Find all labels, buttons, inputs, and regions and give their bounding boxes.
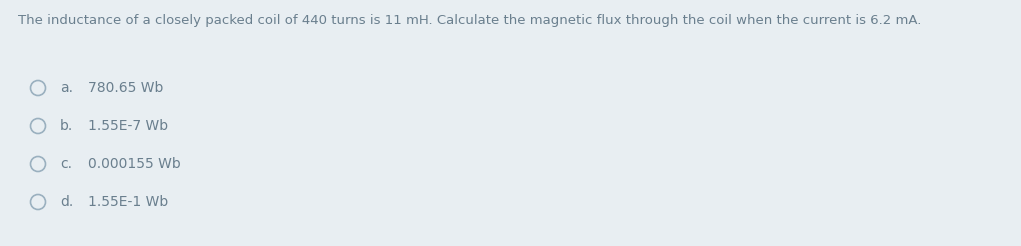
Text: 780.65 Wb: 780.65 Wb xyxy=(88,81,163,95)
Text: b.: b. xyxy=(60,119,74,133)
Text: c.: c. xyxy=(60,157,72,171)
Text: 1.55E-7 Wb: 1.55E-7 Wb xyxy=(88,119,168,133)
Text: The inductance of a closely packed coil of 440 turns is 11 mH. Calculate the mag: The inductance of a closely packed coil … xyxy=(18,14,921,27)
Text: 1.55E-1 Wb: 1.55E-1 Wb xyxy=(88,195,168,209)
Text: a.: a. xyxy=(60,81,72,95)
Text: d.: d. xyxy=(60,195,74,209)
Text: 0.000155 Wb: 0.000155 Wb xyxy=(88,157,181,171)
